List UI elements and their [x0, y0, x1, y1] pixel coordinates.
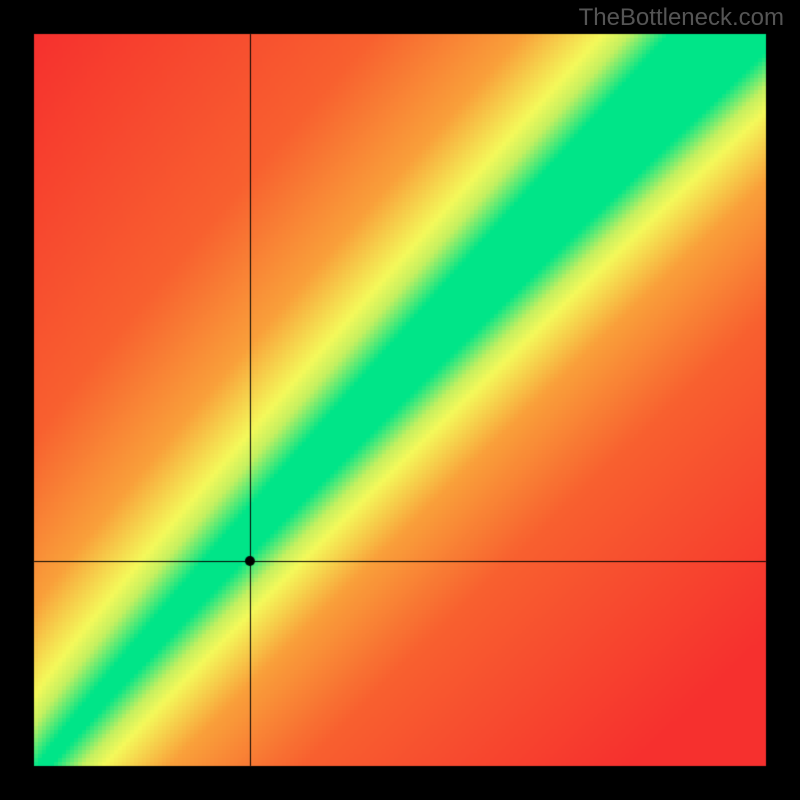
crosshair-overlay	[0, 0, 800, 800]
chart-container: TheBottleneck.com	[0, 0, 800, 800]
watermark-text: TheBottleneck.com	[579, 4, 784, 32]
